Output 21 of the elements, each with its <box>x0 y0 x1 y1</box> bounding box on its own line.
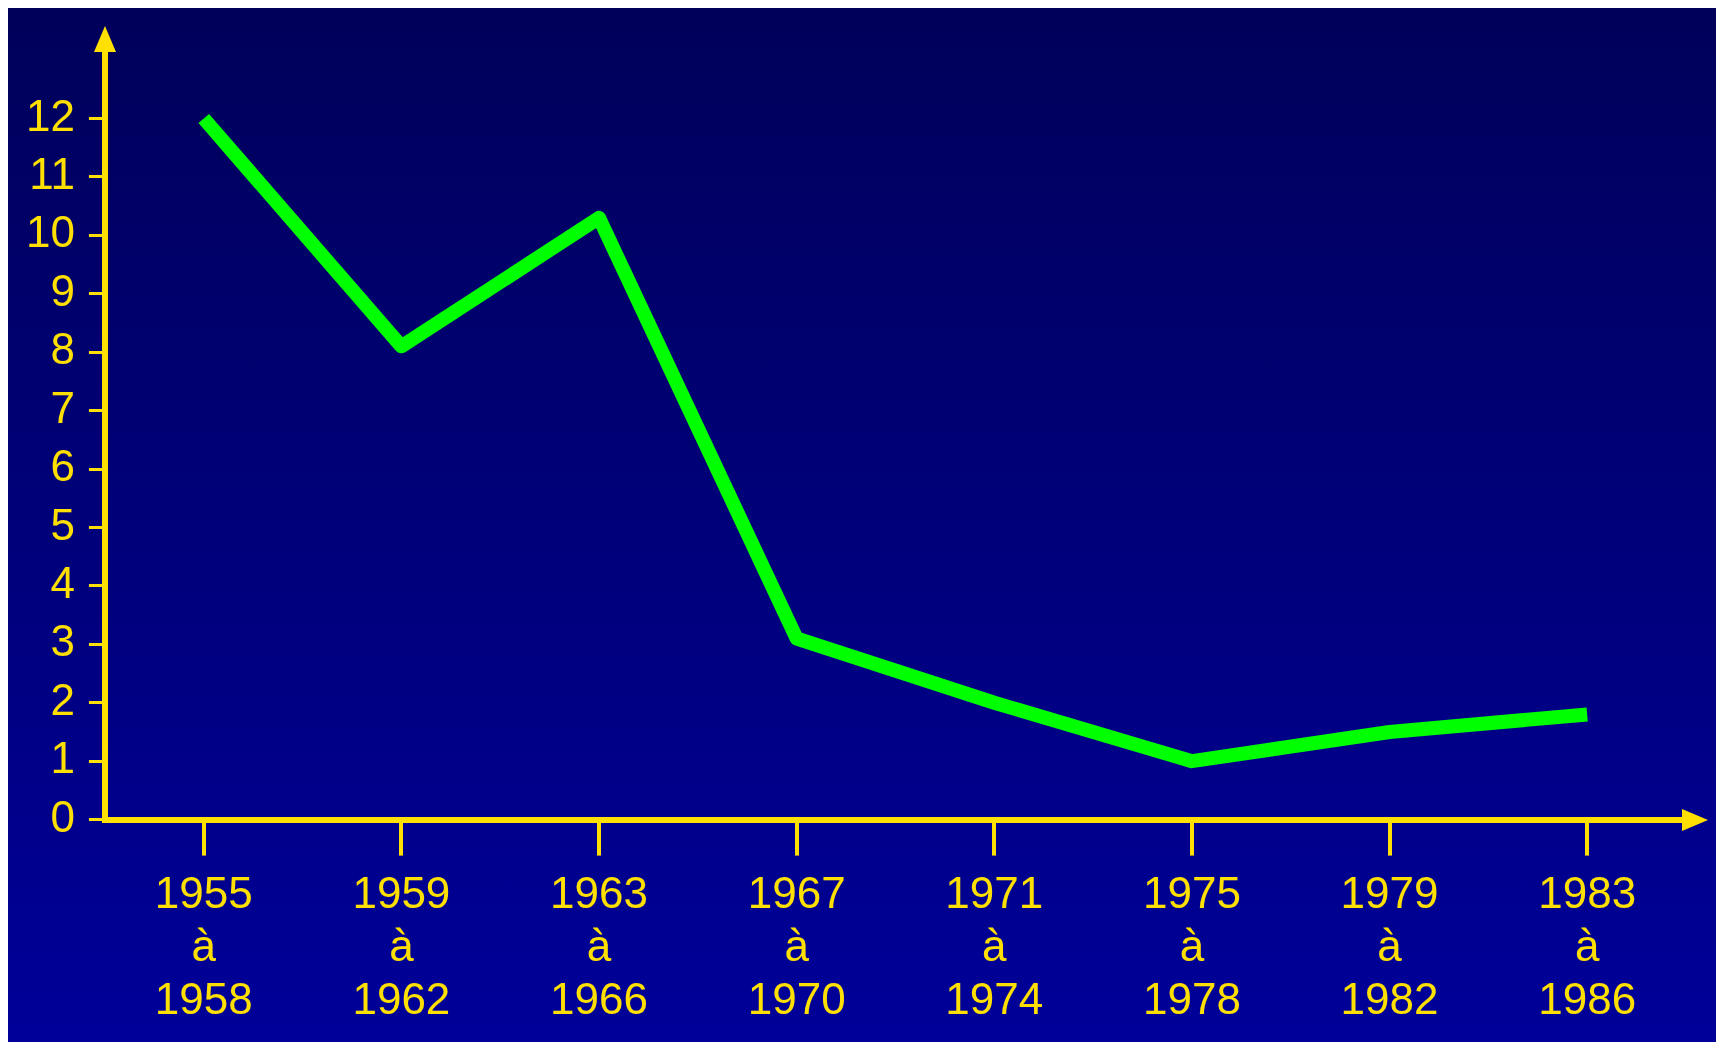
x-tick-label: 1959 à 1962 <box>352 868 451 1023</box>
y-tick-label: 6 <box>50 441 75 491</box>
y-tick-label: 5 <box>50 499 75 549</box>
y-tick-label: 9 <box>50 265 75 315</box>
y-tick-label: 7 <box>50 382 75 432</box>
x-tick-label: 1963 à 1966 <box>550 868 648 1023</box>
y-tick-label: 0 <box>50 791 75 841</box>
x-tick-label: 1971 à 1974 <box>945 868 1044 1023</box>
x-tick-label: 1975 à 1978 <box>1142 868 1241 1023</box>
x-tick-label: 1979 à 1982 <box>1340 868 1439 1023</box>
y-tick-label: 8 <box>50 324 75 374</box>
y-tick-label: 3 <box>50 616 75 666</box>
y-tick-label: 10 <box>25 207 75 257</box>
y-tick-label: 2 <box>50 674 75 724</box>
y-tick-label: 11 <box>29 149 75 199</box>
x-tick-label: 1955 à 1958 <box>154 868 253 1023</box>
y-tick-label: 12 <box>25 90 75 140</box>
x-tick-label: 1983 à 1986 <box>1538 868 1637 1023</box>
y-tick-label: 4 <box>50 558 75 608</box>
x-tick-label: 1967 à 1970 <box>747 868 846 1023</box>
y-tick-label: 1 <box>50 733 75 783</box>
